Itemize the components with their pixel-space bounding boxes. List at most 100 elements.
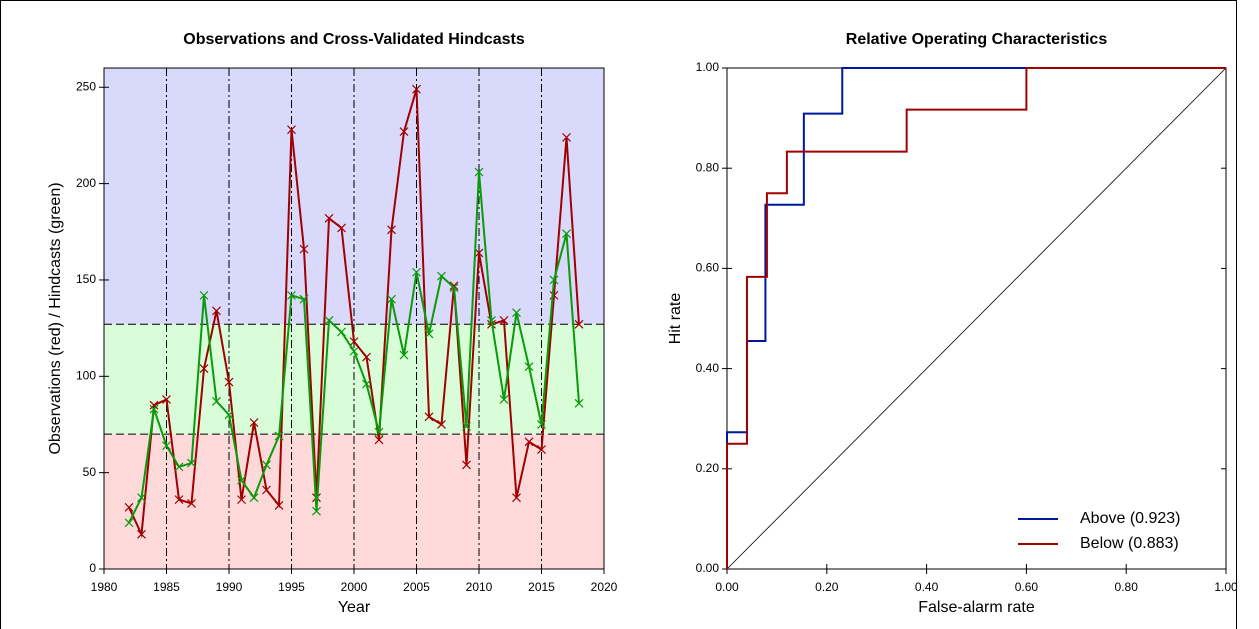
point-marker (324, 213, 334, 223)
point-marker (124, 518, 134, 528)
y-tick-label: 0.20 (696, 461, 720, 475)
point-marker (199, 364, 209, 374)
x-tick-label: 0.80 (1115, 580, 1139, 594)
legend-label: Above (0.923) (1080, 510, 1181, 527)
point-marker (562, 229, 571, 239)
point-marker (437, 420, 446, 429)
x-tick-label: 2000 (341, 580, 368, 594)
x-tick-label: 0.40 (915, 580, 939, 594)
point-marker (162, 395, 171, 404)
x-tick-label: 1990 (216, 580, 243, 594)
y-tick-label: 1.00 (696, 60, 720, 74)
x-tick-label: 0.60 (1015, 580, 1039, 594)
point-marker (324, 316, 334, 325)
point-marker (524, 437, 534, 447)
point-marker (387, 294, 396, 304)
point-marker (412, 267, 421, 277)
point-marker (349, 337, 359, 347)
point-marker (249, 493, 259, 503)
point-marker (499, 316, 509, 325)
point-marker (362, 352, 371, 362)
point-marker (574, 398, 584, 408)
point-marker (299, 294, 309, 304)
x-tick-label: 1.00 (1214, 580, 1238, 594)
point-marker (262, 460, 271, 470)
point-marker (449, 283, 459, 293)
point-marker (337, 327, 346, 337)
point-marker (237, 475, 246, 485)
point-marker (537, 420, 546, 429)
point-marker (487, 316, 496, 325)
x-tick-label: 2010 (466, 580, 493, 594)
point-marker (437, 271, 446, 281)
y-tick-label: 200 (76, 176, 96, 190)
point-marker (512, 493, 521, 503)
diagonal-line (726, 67, 1227, 570)
point-marker (574, 319, 584, 329)
series-line (726, 67, 1226, 569)
x-axis-label: False-alarm rate (918, 599, 1035, 616)
x-tick-label: 1995 (278, 580, 305, 594)
point-marker (512, 308, 521, 318)
point-marker (474, 167, 484, 177)
point-marker (312, 506, 321, 516)
point-marker (237, 495, 246, 505)
point-marker (387, 225, 396, 235)
point-marker (399, 127, 409, 137)
point-marker (537, 445, 546, 454)
point-marker (374, 435, 384, 445)
y-tick-label: 100 (76, 368, 96, 382)
point-marker (474, 248, 484, 258)
point-marker (212, 306, 221, 316)
point-marker (349, 346, 359, 356)
y-tick-label: 0.80 (696, 160, 720, 174)
series-line (726, 67, 1226, 569)
point-marker (124, 502, 134, 512)
point-marker (549, 290, 559, 300)
legend-label: Below (0.883) (1080, 535, 1179, 552)
point-marker (412, 84, 421, 94)
point-marker (562, 132, 571, 142)
point-marker (399, 350, 409, 360)
point-marker (224, 410, 234, 420)
point-marker (212, 396, 221, 406)
x-tick-label: 2005 (403, 580, 430, 594)
x-tick-label: 0.00 (715, 580, 739, 594)
x-tick-label: 1980 (91, 580, 118, 594)
point-marker (287, 125, 296, 135)
point-marker (299, 244, 309, 254)
point-marker (149, 400, 159, 410)
point-marker (362, 379, 371, 389)
point-marker (274, 431, 284, 441)
point-marker (274, 500, 284, 510)
point-marker (249, 418, 259, 427)
point-marker (199, 290, 209, 300)
point-marker (287, 290, 296, 300)
y-axis-label: Observations (red) / Hindcasts (green) (47, 182, 64, 454)
y-tick-label: 0.40 (696, 361, 720, 375)
y-tick-label: 50 (83, 465, 97, 479)
x-tick-label: 1985 (153, 580, 180, 594)
chart-title: Relative Operating Characteristics (846, 31, 1108, 48)
point-marker (374, 427, 384, 437)
point-marker (462, 421, 471, 431)
point-marker (424, 329, 434, 339)
chart-title: Observations and Cross-Validated Hindcas… (183, 31, 525, 48)
x-tick-label: 0.20 (815, 580, 839, 594)
x-axis-label: Year (338, 599, 371, 616)
point-marker (549, 275, 559, 285)
point-marker (524, 362, 534, 372)
point-marker (162, 441, 171, 451)
point-marker (187, 458, 196, 468)
y-tick-label: 0 (89, 561, 96, 575)
point-marker (187, 499, 196, 508)
y-tick-label: 150 (76, 272, 96, 286)
y-axis-label: Hit rate (667, 293, 684, 345)
point-marker (499, 395, 509, 404)
point-marker (262, 485, 271, 495)
point-marker (337, 223, 346, 233)
point-marker (149, 404, 159, 414)
point-marker (449, 281, 459, 291)
